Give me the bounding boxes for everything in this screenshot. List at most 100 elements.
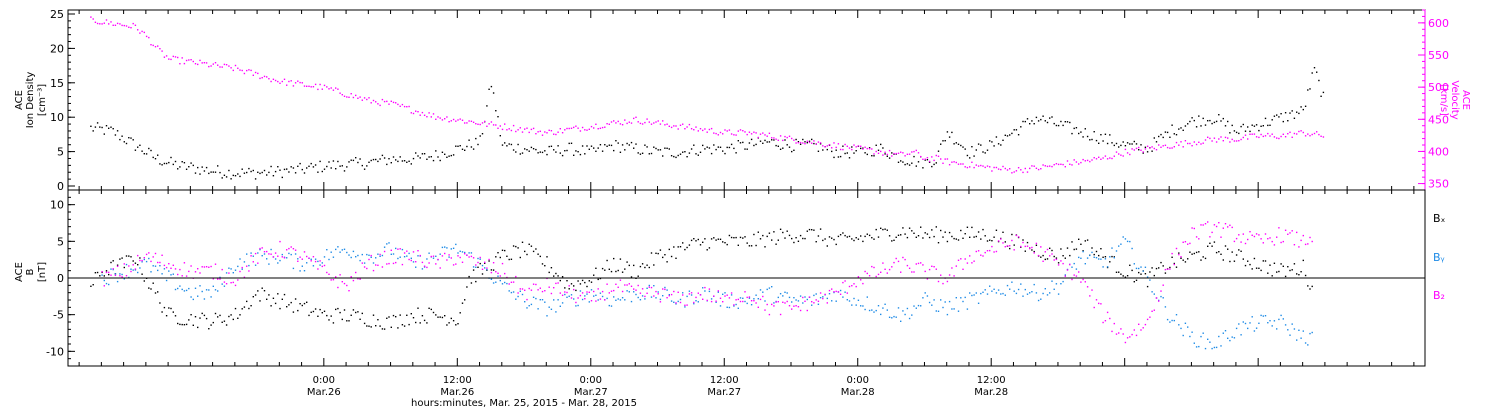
b-component-2-point <box>375 264 377 266</box>
b-component-0-point <box>532 250 535 253</box>
b-component-2-point <box>1151 310 1153 312</box>
b-component-1-point <box>962 300 964 303</box>
b-component-0-point <box>1126 275 1129 277</box>
density-point <box>1253 125 1256 127</box>
b-component-2-point <box>183 262 186 264</box>
b-component-0-point <box>1002 231 1004 233</box>
density-point <box>266 174 268 176</box>
b-component-0-point <box>1158 267 1160 269</box>
density-point <box>553 149 555 151</box>
density-point <box>855 150 857 152</box>
b-component-1-point <box>168 270 170 272</box>
density-point <box>891 152 893 154</box>
density-point <box>555 151 557 153</box>
density-point <box>664 147 666 149</box>
velocity-point <box>357 97 359 99</box>
density-point <box>370 159 372 162</box>
b-component-1-point <box>1162 297 1164 299</box>
b-component-2-point <box>728 297 731 299</box>
density-point <box>933 163 935 166</box>
b-component-2-point <box>1033 252 1035 254</box>
density-point <box>94 126 97 128</box>
b-component-1-point <box>593 295 595 297</box>
velocity-point <box>648 121 650 123</box>
b-component-0-point <box>174 315 177 317</box>
b-component-0-point <box>352 309 355 311</box>
velocity-point <box>254 71 257 74</box>
density-point <box>530 146 533 149</box>
b-component-1-point <box>464 251 466 254</box>
b-component-0-point <box>346 320 348 322</box>
b-component-1-point <box>557 299 559 301</box>
b-component-0-point <box>448 322 450 324</box>
density-point <box>177 168 179 170</box>
b-component-0-point <box>1022 239 1024 241</box>
velocity-point <box>735 134 737 136</box>
density-point <box>145 153 148 155</box>
density-point <box>1013 129 1015 131</box>
b-component-1-point <box>1269 320 1271 322</box>
density-point <box>635 143 637 145</box>
b-component-0-point <box>777 239 779 241</box>
velocity-point <box>833 142 835 144</box>
density-point <box>735 152 737 154</box>
b-component-0-point <box>604 269 606 271</box>
b-component-2-point <box>521 288 524 290</box>
density-point <box>1322 91 1325 94</box>
b-component-2-point <box>279 240 281 243</box>
velocity-point <box>217 64 219 66</box>
b-component-1-point <box>395 247 397 250</box>
density-point <box>101 126 103 129</box>
b-component-1-point <box>219 276 221 279</box>
velocity-point <box>973 166 975 169</box>
density-point <box>1293 117 1296 119</box>
b-component-2-point <box>281 256 283 258</box>
b-component-0-point <box>659 249 662 251</box>
b-component-1-point <box>1300 337 1302 339</box>
density-point <box>670 155 673 157</box>
b-component-0-point <box>355 311 357 314</box>
velocity-point <box>653 122 655 124</box>
b-component-1-point <box>1131 247 1133 250</box>
b-component-2-point <box>312 256 315 258</box>
b-component-0-point <box>708 247 711 249</box>
velocity-point <box>997 168 1000 170</box>
velocity-point <box>481 122 484 124</box>
velocity-point <box>675 125 677 127</box>
b-component-0-point <box>128 255 130 257</box>
velocity-point <box>1091 159 1093 161</box>
density-point <box>817 150 820 152</box>
density-point <box>842 145 844 147</box>
velocity-point <box>1084 160 1086 162</box>
b-component-1-point <box>185 289 188 292</box>
b-component-1-point <box>548 306 550 308</box>
b-component-1-point <box>597 299 599 301</box>
velocity-point <box>105 19 108 21</box>
density-point <box>1004 134 1006 136</box>
b-component-0-point <box>1078 238 1080 240</box>
velocity-point <box>1089 160 1091 163</box>
b-component-2-point <box>1184 241 1187 243</box>
density-point <box>888 157 891 159</box>
b-component-0-point <box>962 237 964 239</box>
density-point <box>268 171 270 174</box>
density-point <box>1042 115 1044 117</box>
b-component-0-point <box>581 279 584 282</box>
velocity-point <box>677 128 679 130</box>
velocity-point <box>103 22 105 24</box>
b-component-2-point <box>370 254 372 257</box>
b-component-1-point <box>819 297 822 299</box>
b-component-2-point <box>555 282 557 285</box>
velocity-point <box>1120 154 1122 156</box>
velocity-point <box>710 127 713 130</box>
b-component-2-point <box>417 250 419 252</box>
b-component-2-point <box>670 293 673 296</box>
velocity-point <box>1153 147 1155 150</box>
b-component-2-point <box>753 300 755 302</box>
b-component-0-point <box>664 254 666 256</box>
b-component-2-point <box>579 294 582 297</box>
density-point <box>1251 124 1253 126</box>
velocity-point <box>1000 168 1002 171</box>
b-component-0-point <box>695 240 697 242</box>
velocity-point <box>797 142 800 144</box>
